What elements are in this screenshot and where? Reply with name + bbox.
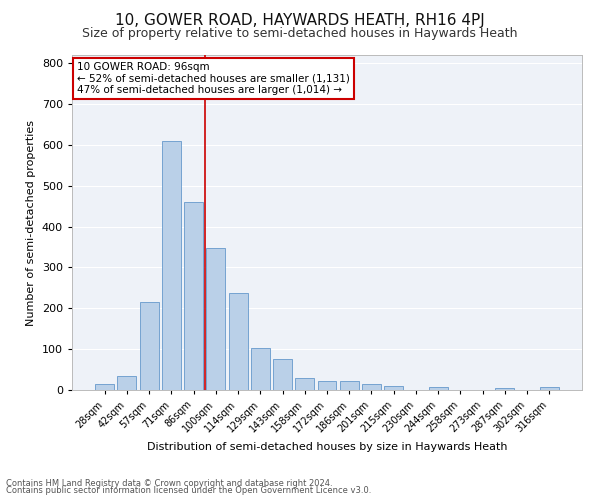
Bar [340,382,359,390]
Bar [295,378,314,390]
Bar [229,293,248,390]
Bar [362,384,381,390]
Text: Contains public sector information licensed under the Open Government Licence v3: Contains public sector information licen… [6,486,371,495]
Text: Contains HM Land Registry data © Crown copyright and database right 2024.: Contains HM Land Registry data © Crown c… [6,478,332,488]
Bar [95,384,114,390]
Bar [118,376,136,390]
Bar [140,302,158,390]
Y-axis label: Number of semi-detached properties: Number of semi-detached properties [26,120,36,326]
Bar [251,348,270,390]
X-axis label: Distribution of semi-detached houses by size in Haywards Heath: Distribution of semi-detached houses by … [147,442,507,452]
Text: Size of property relative to semi-detached houses in Haywards Heath: Size of property relative to semi-detach… [82,28,518,40]
Bar [184,202,203,390]
Bar [540,387,559,390]
Bar [429,387,448,390]
Bar [162,141,181,390]
Text: 10, GOWER ROAD, HAYWARDS HEATH, RH16 4PJ: 10, GOWER ROAD, HAYWARDS HEATH, RH16 4PJ [115,12,485,28]
Bar [273,358,292,390]
Bar [206,248,225,390]
Bar [496,388,514,390]
Text: 10 GOWER ROAD: 96sqm
← 52% of semi-detached houses are smaller (1,131)
47% of se: 10 GOWER ROAD: 96sqm ← 52% of semi-detac… [77,62,350,95]
Bar [317,381,337,390]
Bar [384,386,403,390]
